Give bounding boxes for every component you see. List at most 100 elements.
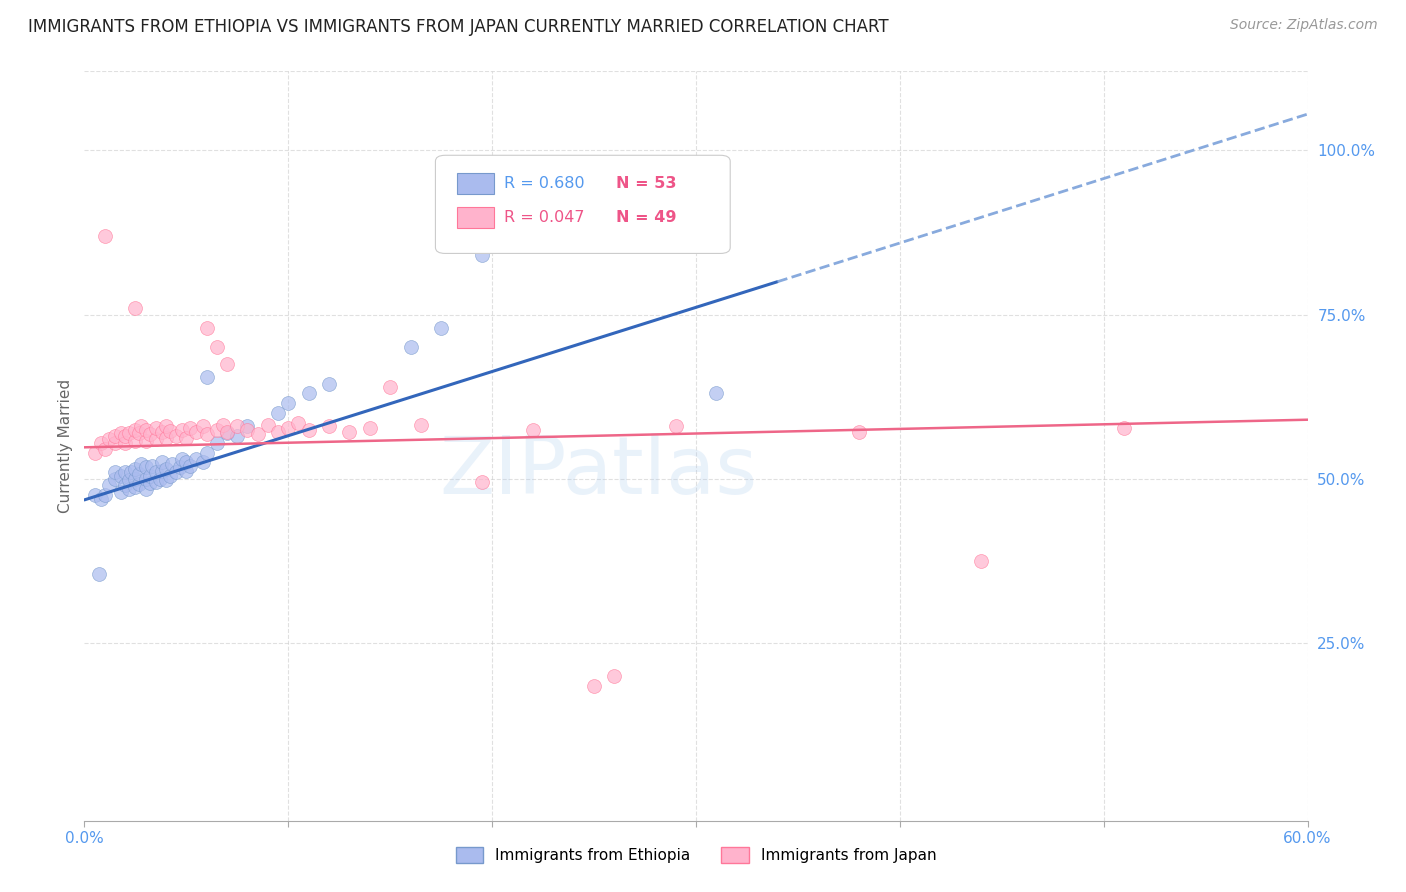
Point <box>159 468 181 483</box>
Point <box>97 478 120 492</box>
Point <box>195 370 218 384</box>
Point <box>104 429 127 443</box>
Legend: Immigrants from Ethiopia, Immigrants from Japan: Immigrants from Ethiopia, Immigrants fro… <box>450 841 942 869</box>
Point <box>141 458 163 473</box>
Point <box>174 464 197 478</box>
Point <box>205 423 228 437</box>
Point <box>318 419 340 434</box>
Point <box>399 340 422 354</box>
Point <box>155 473 177 487</box>
Point <box>339 425 361 439</box>
Text: R = 0.680: R = 0.680 <box>503 177 585 191</box>
Point <box>131 419 153 434</box>
Point <box>1114 420 1136 434</box>
Point <box>159 424 181 438</box>
Point <box>522 423 544 437</box>
Point <box>104 435 127 450</box>
Point <box>267 425 290 439</box>
Text: N = 53: N = 53 <box>616 177 676 191</box>
Point <box>287 416 309 430</box>
Point <box>257 417 280 432</box>
Point <box>149 472 172 486</box>
Point <box>93 442 115 457</box>
Point <box>603 669 626 683</box>
Point <box>150 464 173 478</box>
Point <box>430 320 453 334</box>
Point <box>706 386 728 401</box>
Point <box>236 423 259 437</box>
Point <box>174 455 197 469</box>
Point <box>409 417 432 432</box>
Point <box>471 475 494 490</box>
Point <box>145 433 167 447</box>
Point <box>212 417 235 432</box>
Point <box>195 445 218 459</box>
Point <box>174 431 197 445</box>
Point <box>195 427 218 442</box>
Point <box>124 472 146 486</box>
Point <box>160 458 183 472</box>
Point <box>145 420 167 434</box>
Point <box>118 482 141 496</box>
Point <box>128 467 150 481</box>
Point <box>120 465 142 479</box>
Point <box>179 458 201 473</box>
Bar <box>457 207 494 228</box>
Point <box>179 420 201 434</box>
Point <box>128 425 150 440</box>
Point <box>83 488 105 502</box>
Point <box>118 425 141 440</box>
Point <box>205 340 228 354</box>
Point <box>217 425 239 440</box>
Point <box>124 423 146 437</box>
Point <box>665 419 688 434</box>
Point <box>165 465 187 479</box>
Text: IMMIGRANTS FROM ETHIOPIA VS IMMIGRANTS FROM JAPAN CURRENTLY MARRIED CORRELATION : IMMIGRANTS FROM ETHIOPIA VS IMMIGRANTS F… <box>28 18 889 36</box>
Point <box>97 433 120 447</box>
Point <box>138 427 160 442</box>
Point <box>128 477 150 491</box>
Point <box>155 462 177 476</box>
Point <box>165 429 187 443</box>
Point <box>104 465 127 479</box>
Point <box>246 427 269 442</box>
Point <box>150 455 173 469</box>
Point <box>110 468 132 483</box>
Bar <box>457 173 494 194</box>
Point <box>124 301 146 315</box>
Point <box>217 425 239 439</box>
Point <box>380 380 402 394</box>
Point <box>110 485 132 500</box>
Point <box>848 425 870 439</box>
Point <box>104 472 127 486</box>
FancyBboxPatch shape <box>436 155 730 253</box>
Point <box>172 452 194 467</box>
Point <box>114 465 136 479</box>
Point <box>118 473 141 487</box>
Point <box>267 406 290 420</box>
Point <box>205 435 228 450</box>
Point <box>155 419 177 434</box>
Point <box>135 472 157 486</box>
Point <box>138 468 160 483</box>
Point <box>169 460 191 475</box>
Point <box>191 419 214 434</box>
Point <box>318 376 340 391</box>
Point <box>172 423 194 437</box>
Point <box>217 357 239 371</box>
Point <box>114 478 136 492</box>
Point <box>186 425 208 439</box>
Point <box>226 419 249 434</box>
Point <box>138 476 160 491</box>
Point <box>155 431 177 445</box>
Point <box>277 396 299 410</box>
Point <box>131 458 153 472</box>
Point <box>150 425 173 439</box>
Point <box>135 460 157 475</box>
Point <box>298 423 321 437</box>
Point <box>90 491 112 506</box>
Point <box>135 482 157 496</box>
Text: R = 0.047: R = 0.047 <box>503 210 585 225</box>
Y-axis label: Currently Married: Currently Married <box>58 379 73 513</box>
Point <box>195 320 218 334</box>
